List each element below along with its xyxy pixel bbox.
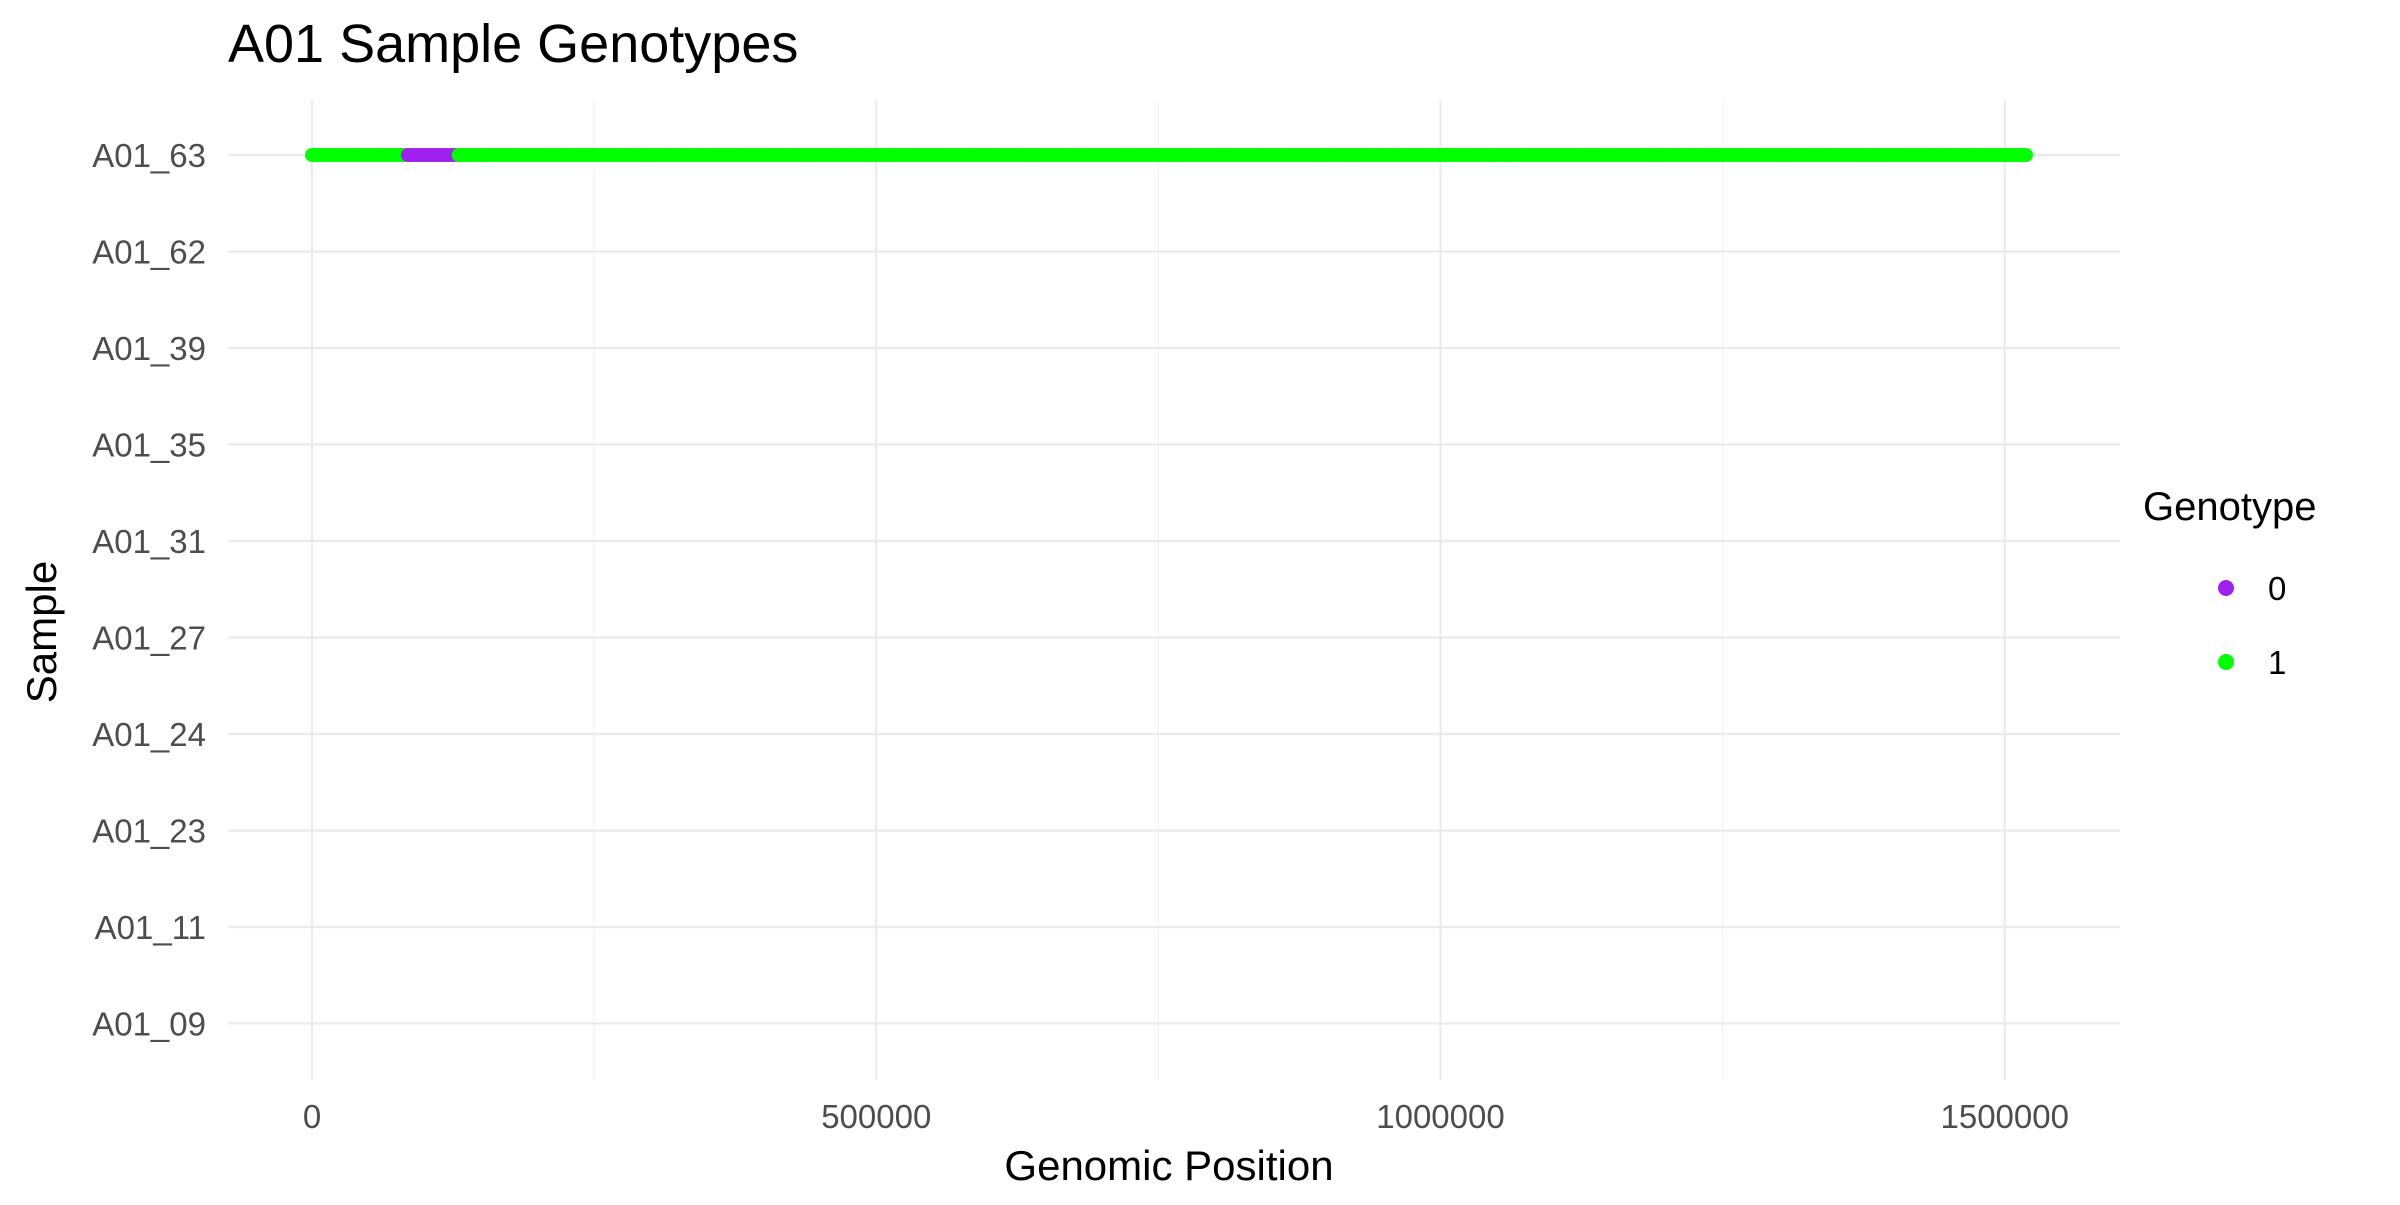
y-tick-label: A01_24 bbox=[92, 716, 206, 753]
y-tick-label: A01_23 bbox=[92, 813, 206, 850]
genotype-point bbox=[2019, 148, 2033, 162]
legend-key-genotype-1 bbox=[2218, 654, 2234, 670]
x-tick-label: 0 bbox=[303, 1098, 321, 1135]
x-tick-label: 500000 bbox=[821, 1098, 931, 1135]
y-tick-label: A01_27 bbox=[92, 620, 206, 657]
y-tick-label: A01_11 bbox=[95, 909, 206, 946]
y-axis-title: Sample bbox=[18, 561, 65, 703]
x-axis-title: Genomic Position bbox=[1004, 1142, 1333, 1189]
y-tick-label: A01_62 bbox=[92, 234, 206, 271]
chart-title: A01 Sample Genotypes bbox=[228, 14, 798, 74]
legend: Genotype 0 1 bbox=[2143, 485, 2316, 681]
x-tick-label: 1000000 bbox=[1376, 1098, 1504, 1135]
y-tick-label: A01_31 bbox=[92, 523, 206, 560]
points-layer bbox=[305, 148, 2033, 162]
legend-label-genotype-1: 1 bbox=[2268, 644, 2286, 681]
x-tick-label: 1500000 bbox=[1941, 1098, 2069, 1135]
y-tick-label: A01_09 bbox=[92, 1006, 206, 1043]
y-tick-label: A01_35 bbox=[92, 427, 206, 464]
y-tick-label: A01_63 bbox=[92, 137, 206, 174]
legend-title: Genotype bbox=[2143, 485, 2316, 529]
axis-layer: A01_09 A01_11 A01_23 A01_24 A01_27 A01_31 A01_… bbox=[92, 137, 2069, 1135]
legend-label-genotype-0: 0 bbox=[2268, 570, 2286, 607]
legend-key-genotype-0 bbox=[2218, 580, 2234, 596]
y-tick-label: A01_39 bbox=[92, 330, 206, 367]
